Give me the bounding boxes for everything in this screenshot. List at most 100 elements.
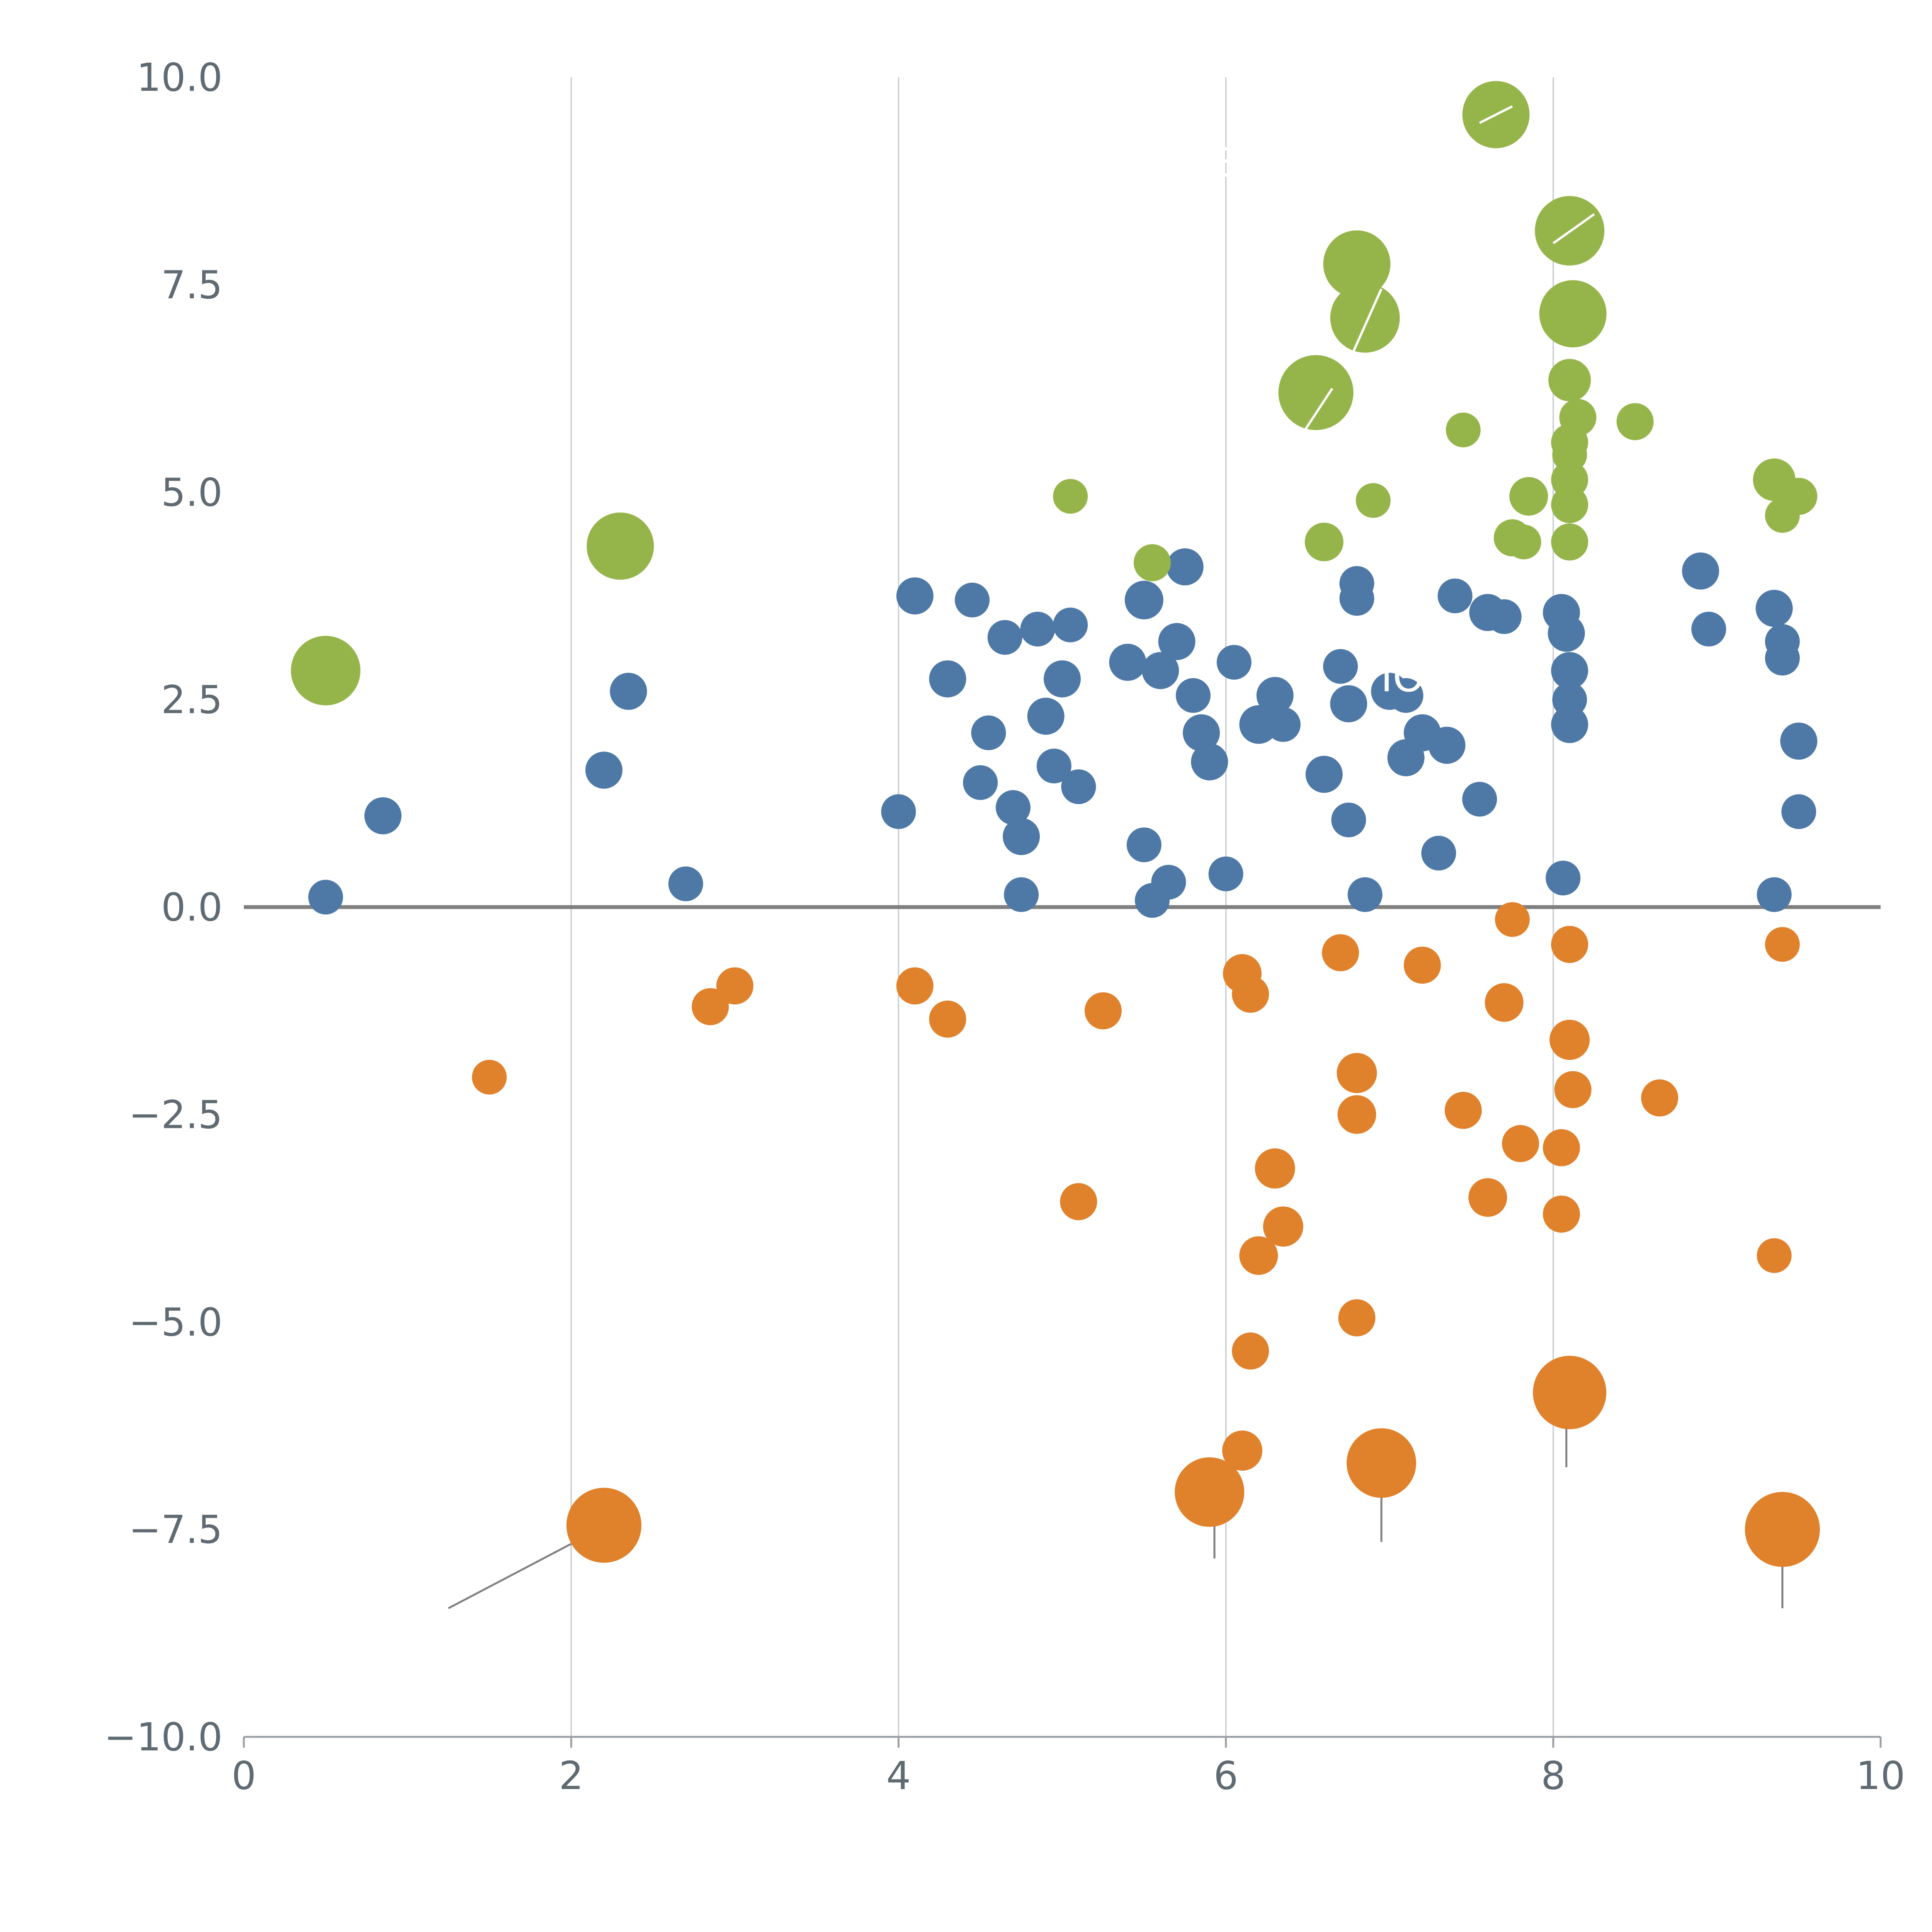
data-point-orange — [929, 1000, 966, 1038]
y-tick-label: −7.5 — [129, 1507, 223, 1552]
data-point-orange — [472, 1060, 507, 1095]
data-point-blue — [1548, 614, 1585, 652]
data-point-orange — [896, 967, 934, 1005]
data-point-blue — [1020, 612, 1055, 647]
annotation-label: E — [1213, 139, 1238, 187]
data-point-orange — [1255, 1148, 1295, 1189]
y-tick-label: −2.5 — [129, 1092, 223, 1137]
data-point-green — [587, 512, 654, 580]
data-point-blue — [963, 765, 998, 800]
data-point-green — [1323, 230, 1391, 298]
data-point-blue — [610, 673, 647, 710]
data-point-blue — [1305, 755, 1343, 793]
data-point-orange — [1485, 983, 1524, 1022]
data-point-orange — [1084, 992, 1122, 1029]
y-tick-label: 5.0 — [161, 470, 223, 515]
data-point-blue — [1142, 652, 1179, 689]
data-point-orange — [1232, 1332, 1269, 1370]
leader-line — [448, 1532, 592, 1609]
data-point-orange — [1444, 1092, 1482, 1129]
data-point-blue — [1437, 578, 1473, 614]
data-point-blue — [1388, 678, 1423, 713]
data-point-orange — [1468, 1178, 1507, 1217]
data-point-orange — [1347, 1428, 1417, 1498]
annotation-label: w — [1311, 417, 1344, 464]
data-point-green — [1278, 355, 1354, 430]
data-point-green — [1355, 483, 1391, 518]
x-tick-label: 4 — [886, 1753, 911, 1798]
data-point-blue — [668, 866, 703, 901]
data-point-blue — [1755, 590, 1793, 627]
x-tick-label: 10 — [1856, 1753, 1905, 1798]
data-point-blue — [1151, 865, 1186, 900]
data-point-orange — [1263, 1206, 1303, 1247]
data-point-orange — [1495, 902, 1530, 937]
data-point-blue — [881, 794, 916, 829]
data-point-blue — [1126, 827, 1162, 862]
data-point-orange — [716, 967, 753, 1005]
data-point-green — [1330, 283, 1400, 353]
y-tick-label: −10.0 — [104, 1714, 223, 1760]
data-point-blue — [1691, 612, 1726, 647]
data-point-orange — [1533, 1355, 1607, 1429]
data-point-orange — [1337, 1095, 1376, 1134]
annotation-leader-line — [1352, 288, 1383, 352]
data-point-blue — [1044, 660, 1081, 697]
data-point-green — [1616, 403, 1654, 440]
data-point-orange — [1502, 1125, 1539, 1162]
data-point-green — [1053, 479, 1088, 514]
annotation-leader-line — [1553, 213, 1595, 244]
data-point-blue — [1256, 677, 1294, 714]
data-point-green — [291, 636, 361, 706]
data-point-green — [1446, 412, 1481, 447]
data-point-blue — [1347, 877, 1383, 912]
data-point-orange — [1554, 1071, 1592, 1108]
x-tick-label: 0 — [231, 1753, 256, 1798]
data-point-orange — [1403, 946, 1441, 984]
data-point-blue — [1781, 794, 1816, 829]
y-tick-label: 0.0 — [161, 885, 223, 930]
data-point-orange — [1543, 1196, 1580, 1233]
data-point-blue — [308, 879, 343, 915]
data-point-orange — [1765, 927, 1800, 962]
data-point-orange — [566, 1488, 641, 1563]
data-point-blue — [1053, 607, 1088, 643]
data-point-orange — [1745, 1492, 1820, 1567]
data-point-green — [1548, 359, 1591, 401]
data-point-blue — [1428, 726, 1466, 764]
data-point-blue — [364, 797, 402, 835]
annotation-leader-line — [1290, 388, 1333, 452]
data-point-blue — [1239, 705, 1278, 744]
data-point-orange — [1060, 1183, 1097, 1220]
data-point-green — [1506, 524, 1541, 560]
y-tick-label: 2.5 — [161, 677, 223, 723]
data-point-orange — [692, 988, 729, 1026]
data-point-green — [1133, 544, 1171, 582]
data-point-blue — [1780, 723, 1818, 760]
data-point-orange — [1641, 1079, 1679, 1117]
data-point-blue — [1682, 552, 1719, 590]
data-point-blue — [1486, 599, 1522, 634]
data-point-green — [1304, 522, 1344, 561]
y-tick-label: 7.5 — [161, 262, 223, 308]
data-point-orange — [1322, 934, 1359, 971]
data-point-blue — [1003, 818, 1040, 855]
data-point-blue — [1551, 706, 1588, 743]
data-point-blue — [1175, 678, 1211, 713]
data-point-blue — [1323, 649, 1358, 684]
data-point-blue — [1330, 685, 1367, 723]
data-point-green — [1509, 477, 1548, 516]
data-point-orange — [1222, 1430, 1262, 1471]
data-point-blue — [1216, 645, 1252, 680]
data-point-orange — [1551, 926, 1588, 963]
data-point-blue — [987, 620, 1022, 655]
data-point-blue — [971, 715, 1006, 750]
data-point-blue — [1551, 652, 1588, 689]
data-point-blue — [1124, 580, 1163, 619]
data-point-blue — [1036, 748, 1071, 784]
data-point-blue — [1546, 861, 1581, 896]
data-point-blue — [1331, 803, 1366, 838]
data-point-blue — [1208, 856, 1243, 891]
data-point-orange — [1338, 1299, 1376, 1337]
